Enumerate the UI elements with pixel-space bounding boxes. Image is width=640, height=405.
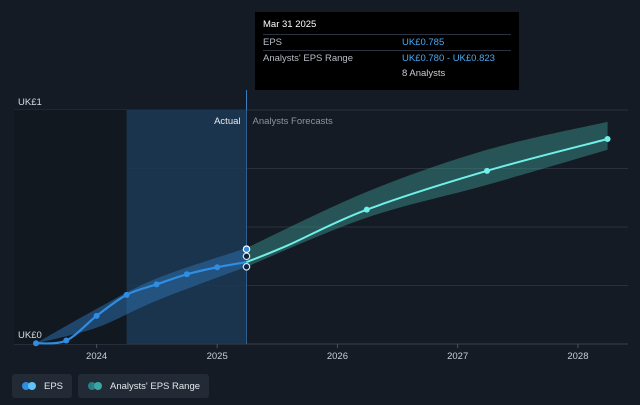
eps-legend-icon <box>22 382 38 390</box>
tooltip-value: 8 Analysts <box>402 68 446 79</box>
labels: UK£1 UK£0 Actual Analysts Forecasts 2024 2025… <box>18 97 588 362</box>
legend-label: EPS <box>44 380 64 392</box>
x-tick-label: 2027 <box>447 351 468 362</box>
tooltip-row-eps: EPS UK£0.785 <box>263 34 511 50</box>
y-axis-top-label: UK£1 <box>18 97 42 108</box>
eps-point <box>183 271 190 278</box>
x-tick-label: 2026 <box>327 351 348 362</box>
forecast-point <box>604 136 611 143</box>
tooltip-row-range: Analysts' EPS Range UK£0.780 - UK£0.823 <box>263 50 511 66</box>
range-upper-marker <box>242 252 251 261</box>
tooltip-row-analysts: 8 Analysts <box>263 66 511 81</box>
range-legend-icon <box>88 382 104 390</box>
legend-dot <box>88 382 97 390</box>
tooltip-value: UK£0.780 - UK£0.823 <box>402 53 495 64</box>
forecast-point <box>484 167 491 174</box>
legend-item-range[interactable]: Analysts' EPS Range <box>78 374 210 398</box>
eps-range-forecast-band <box>246 121 608 267</box>
eps-point <box>214 264 221 271</box>
forecast-line <box>246 138 608 264</box>
forecast-label: Analysts Forecasts <box>253 116 333 127</box>
legend-item-eps[interactable]: EPS <box>12 374 73 398</box>
actual-label: Actual <box>214 116 240 127</box>
tooltip-label: Analysts' EPS Range <box>263 53 353 64</box>
tooltip: Mar 31 2025 EPS UK£0.785 Analysts' EPS R… <box>255 12 519 90</box>
legend-label: Analysts' EPS Range <box>110 380 201 392</box>
tooltip-label: EPS <box>263 37 283 48</box>
forecast-point <box>363 206 370 213</box>
legend: EPS Analysts' EPS Range <box>12 374 210 398</box>
eps-point <box>93 312 100 319</box>
tooltip-value: UK£0.785 <box>402 37 445 48</box>
tooltip-date: Mar 31 2025 <box>263 19 317 30</box>
legend-dot <box>94 382 103 390</box>
x-tick-label: 2025 <box>207 351 228 362</box>
marks <box>33 136 611 347</box>
legend-dot <box>22 382 30 390</box>
x-tick-label: 2024 <box>86 351 107 362</box>
eps-point <box>33 340 39 347</box>
actual-region <box>126 110 247 344</box>
x-tick-label: 2028 <box>567 351 588 362</box>
eps-point <box>123 291 130 298</box>
y-axis-bottom-label: UK£0 <box>18 330 42 341</box>
legend-dot <box>28 382 36 390</box>
eps-current-marker <box>242 245 251 254</box>
range-lower-marker <box>242 262 251 271</box>
eps-point <box>63 337 70 344</box>
eps-point <box>153 281 160 288</box>
